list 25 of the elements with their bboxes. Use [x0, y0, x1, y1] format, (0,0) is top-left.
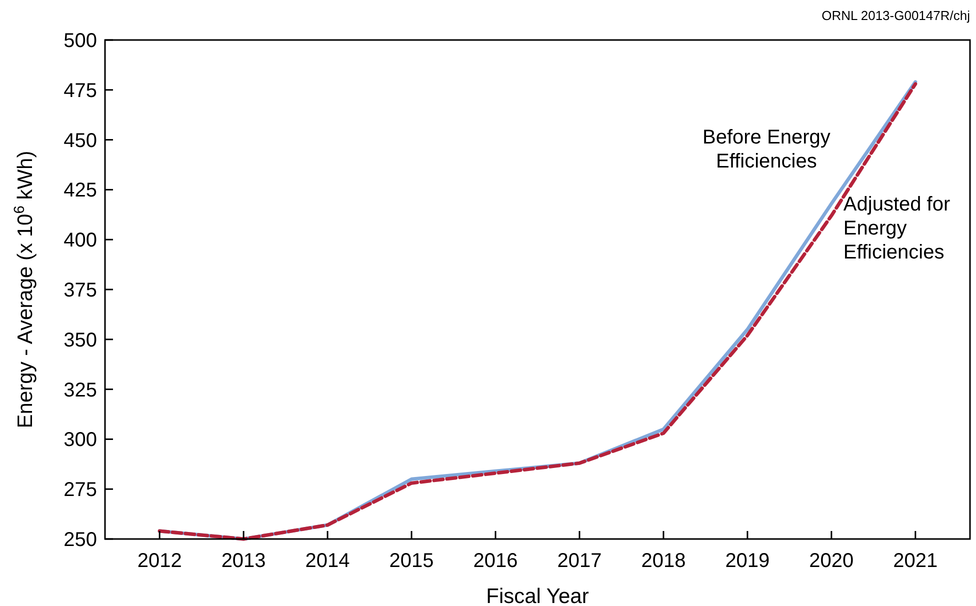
y-tick-label: 350 — [64, 329, 97, 352]
y-tick-label: 250 — [64, 529, 97, 551]
y-tick-label: 475 — [64, 80, 97, 102]
x-tick-label: 2016 — [473, 550, 518, 572]
x-tick-label: 2019 — [725, 550, 770, 572]
x-tick-label: 2020 — [809, 550, 854, 572]
x-tick-label: 2014 — [305, 550, 350, 572]
x-tick-label: 2012 — [137, 550, 182, 572]
y-tick-label: 425 — [64, 180, 97, 202]
y-tick-label: 450 — [64, 130, 97, 152]
y-tick-label: 275 — [64, 479, 97, 502]
x-tick-label: 2018 — [641, 550, 686, 572]
x-axis-title: Fiscal Year — [486, 585, 589, 606]
y-tick-label: 375 — [64, 280, 97, 302]
x-tick-label: 2015 — [389, 550, 434, 572]
y-tick-label: 300 — [64, 429, 97, 452]
y-tick-label: 500 — [64, 30, 97, 52]
series-label: Adjusted for Energy Efficiencies — [843, 194, 950, 264]
y-tick-label: 400 — [64, 230, 97, 252]
series-label: Before Energy Efficiencies — [702, 126, 830, 173]
y-tick-label: 325 — [64, 379, 97, 402]
x-tick-label: 2013 — [221, 550, 266, 572]
x-tick-label: 2017 — [557, 550, 602, 572]
x-tick-label: 2021 — [893, 550, 938, 572]
text: ORNL 2013-G00147R/chj — [822, 8, 970, 23]
